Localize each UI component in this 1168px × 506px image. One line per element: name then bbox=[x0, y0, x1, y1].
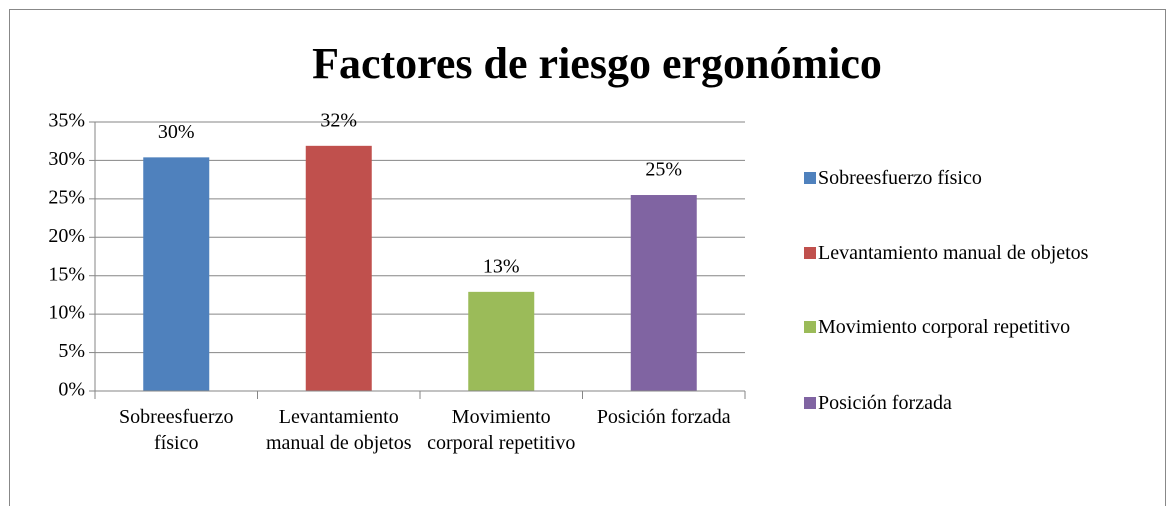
x-tick-label: Levantamiento manual de objetos bbox=[265, 406, 412, 454]
data-label: 13% bbox=[483, 255, 520, 277]
data-label: 25% bbox=[645, 159, 682, 181]
data-label: 32% bbox=[320, 109, 357, 131]
legend-swatch bbox=[804, 172, 816, 184]
x-tick-label: Posición forzada bbox=[596, 406, 731, 428]
y-tick-label: 35% bbox=[48, 110, 85, 132]
y-tick-label: 15% bbox=[48, 263, 85, 285]
y-tick-label: 30% bbox=[48, 148, 85, 170]
legend-label: Sobreesfuerzo físico bbox=[818, 167, 982, 189]
legend-swatch bbox=[804, 397, 816, 409]
legend-swatch bbox=[804, 321, 816, 333]
chart-border bbox=[9, 9, 1166, 506]
y-tick-label: 5% bbox=[58, 340, 85, 362]
data-label: 30% bbox=[158, 121, 195, 143]
x-tick-label: Sobreesfuerzo físico bbox=[119, 406, 234, 454]
legend-swatch bbox=[804, 247, 816, 259]
y-tick-label: 25% bbox=[48, 186, 85, 208]
bar bbox=[305, 145, 372, 391]
y-tick-label: 0% bbox=[58, 379, 85, 401]
legend-label: Posición forzada bbox=[818, 392, 952, 414]
y-tick-label: 20% bbox=[48, 225, 85, 247]
legend-label: Levantamiento manual de objetos bbox=[818, 242, 1089, 264]
y-tick-label: 10% bbox=[48, 302, 85, 324]
bar bbox=[630, 195, 697, 391]
bar bbox=[468, 291, 535, 391]
x-tick-label: Movimiento corporal repetitivo bbox=[427, 406, 576, 454]
legend-label: Movimiento corporal repetitivo bbox=[818, 316, 1071, 338]
chart-title: Factores de riesgo ergonómico bbox=[312, 39, 882, 88]
bar bbox=[143, 157, 210, 391]
